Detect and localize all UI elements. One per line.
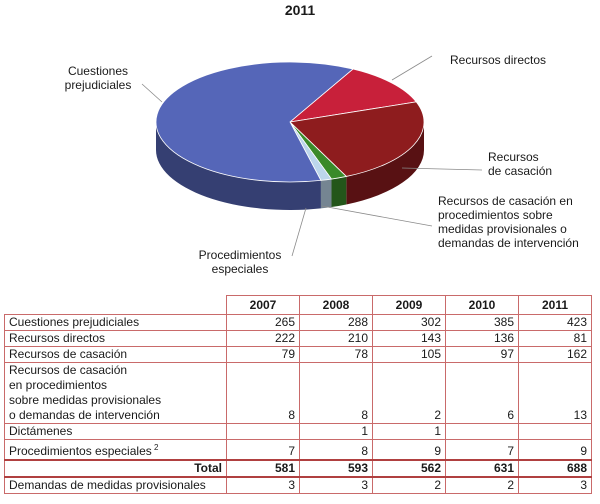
chart-title: 2011 <box>284 2 316 18</box>
row-label: Recursos de casación en procedimientos s… <box>4 362 227 424</box>
table-cell: 8 <box>226 362 300 424</box>
table-cell <box>445 423 519 440</box>
table-cell: 562 <box>372 459 446 478</box>
table-row: Recursos de casación 79 78 105 97 162 <box>4 346 592 363</box>
pie-label-recursos-de-casación-en: Recursos de casación en procedimientos so… <box>438 194 579 250</box>
pie-slice-recursos-directos <box>288 68 417 123</box>
leader-line-recursos <box>401 167 483 171</box>
leader-line-recursos-de-casación-en <box>321 205 433 227</box>
pie-side-recursos-de-casación-en <box>331 176 347 208</box>
table-cell: 9 <box>372 439 446 461</box>
table-row: Cuestiones prejudiciales 265 288 302 385 423 <box>4 314 592 331</box>
table-row: Recursos directos 222 210 143 136 81 <box>4 330 592 347</box>
leader-line-procedimientos <box>291 207 307 257</box>
table-cell: 688 <box>518 459 592 478</box>
col-header-2009: 2009 <box>372 295 446 315</box>
pie-slice-recursos <box>289 101 425 177</box>
data-table: 2007 2008 2009 2010 2011 Cuestiones prejudic… <box>4 295 592 494</box>
pie-label-recursos-directos: Recursos directos <box>450 53 546 67</box>
table-cell: 3 <box>518 476 592 494</box>
row-label: Recursos directos <box>4 330 227 347</box>
table-total-row: Total 581 593 562 631 688 <box>4 459 592 478</box>
pie-side-recursos <box>346 122 424 205</box>
col-header-2008: 2008 <box>299 295 373 315</box>
table-row: Dictámenes 1 1 <box>4 423 592 440</box>
col-header-2010: 2010 <box>445 295 519 315</box>
table-cell: 79 <box>226 346 300 363</box>
table-cell: 78 <box>299 346 373 363</box>
table-cell: 1 <box>372 423 446 440</box>
table-cell: 423 <box>518 314 592 331</box>
table-cell <box>518 423 592 440</box>
footnote-marker: 2 <box>151 443 159 452</box>
table-cell: 2 <box>445 476 519 494</box>
row-label: Total <box>4 459 227 478</box>
table-cell: 385 <box>445 314 519 331</box>
table-cell: 581 <box>226 459 300 478</box>
table-cell: 210 <box>299 330 373 347</box>
row-label: Dictámenes <box>4 423 227 440</box>
table-cell: 288 <box>299 314 373 331</box>
table-cell: 81 <box>518 330 592 347</box>
pie-chart: Recursos directos Recursos de casación Recu… <box>65 53 579 276</box>
table-cell: 1 <box>299 423 373 440</box>
col-header-2011: 2011 <box>518 295 592 315</box>
row-label: Recursos de casación <box>4 346 227 363</box>
row-label: Procedimientos especiales 2 <box>4 439 227 461</box>
table-cell: 143 <box>372 330 446 347</box>
table-cell <box>226 423 300 440</box>
table-cell: 6 <box>445 362 519 424</box>
table-cell: 265 <box>226 314 300 331</box>
row-label: Demandas de medidas provisionales <box>4 476 227 494</box>
table-cell: 2 <box>372 476 446 494</box>
table-cell: 302 <box>372 314 446 331</box>
pie-label-cuestiones: Cuestiones prejudiciales <box>65 64 132 92</box>
table-cell: 13 <box>518 362 592 424</box>
col-header-2007: 2007 <box>226 295 300 315</box>
pie-label-recursos: Recursos de casación <box>488 150 552 178</box>
table-cell: 7 <box>226 439 300 461</box>
table-cell: 162 <box>518 346 592 363</box>
table-header-row: 2007 2008 2009 2010 2011 <box>4 295 592 315</box>
leader-line-cuestiones <box>141 83 163 103</box>
table-cell: 7 <box>445 439 519 461</box>
table-cell: 97 <box>445 346 519 363</box>
table-row: Recursos de casación en procedimientos s… <box>4 362 592 424</box>
table-cell: 136 <box>445 330 519 347</box>
table-cell: 8 <box>299 439 373 461</box>
pie-label-procedimientos: Procedimientos especiales <box>199 248 282 276</box>
table-cell: 631 <box>445 459 519 478</box>
leader-line-recursos-directos <box>391 55 433 81</box>
pie-slice-cuestiones <box>155 61 354 183</box>
table-row: Demandas de medidas provisionales 3 3 2 2 3 <box>4 476 592 494</box>
table-cell: 3 <box>299 476 373 494</box>
table-cell: 9 <box>518 439 592 461</box>
table-cell: 222 <box>226 330 300 347</box>
table-cell: 105 <box>372 346 446 363</box>
pie-side-procedimientos <box>320 179 332 209</box>
table-cell: 3 <box>226 476 300 494</box>
row-label: Cuestiones prejudiciales <box>4 314 227 331</box>
table-corner <box>4 295 227 315</box>
table-cell: 2 <box>372 362 446 424</box>
table-cell: 593 <box>299 459 373 478</box>
pie-side-cuestiones <box>156 122 321 211</box>
table-cell: 8 <box>299 362 373 424</box>
